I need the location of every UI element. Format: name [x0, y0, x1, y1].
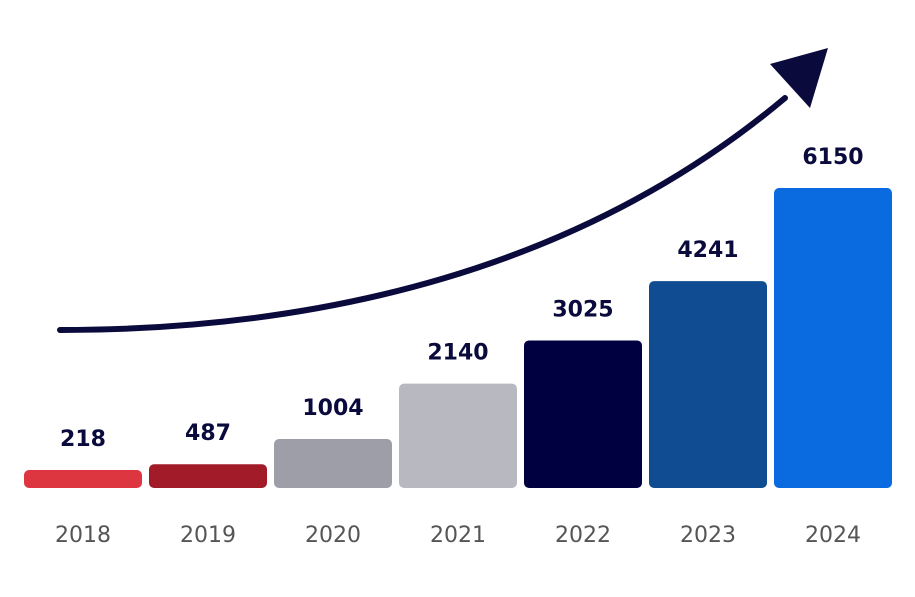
category-label-2022: 2022: [555, 523, 611, 548]
bars-layer: [24, 188, 892, 488]
value-labels-layer: 218 487 1004 2140 3025 4241 6150: [60, 145, 864, 452]
category-label-2024: 2024: [805, 523, 861, 548]
trend-arrow-curve: [57, 95, 788, 333]
category-label-2023: 2023: [680, 523, 736, 548]
trend-arrow-head: [770, 48, 828, 108]
category-label-2021: 2021: [430, 523, 486, 548]
category-label-2019: 2019: [180, 523, 236, 548]
bar-2021: [399, 383, 517, 488]
trend-arrow: [57, 48, 828, 333]
value-label-2019: 487: [185, 421, 231, 446]
value-label-2018: 218: [60, 427, 106, 452]
bar-2018: [24, 470, 142, 488]
category-label-2018: 2018: [55, 523, 111, 548]
value-label-2023: 4241: [677, 238, 738, 263]
bar-2019: [149, 464, 267, 488]
bar-2023: [649, 281, 767, 488]
bar-2020: [274, 439, 392, 488]
value-label-2024: 6150: [802, 145, 863, 170]
value-label-2020: 1004: [302, 396, 363, 421]
value-label-2021: 2140: [427, 341, 488, 366]
bar-2022: [524, 340, 642, 488]
bar-2024: [774, 188, 892, 488]
category-label-2020: 2020: [305, 523, 361, 548]
value-label-2022: 3025: [552, 297, 613, 322]
category-labels-layer: 2018 2019 2020 2021 2022 2023 2024: [55, 523, 861, 548]
